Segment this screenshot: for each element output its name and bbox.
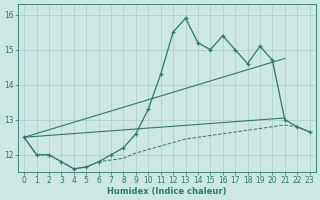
- X-axis label: Humidex (Indice chaleur): Humidex (Indice chaleur): [107, 187, 227, 196]
